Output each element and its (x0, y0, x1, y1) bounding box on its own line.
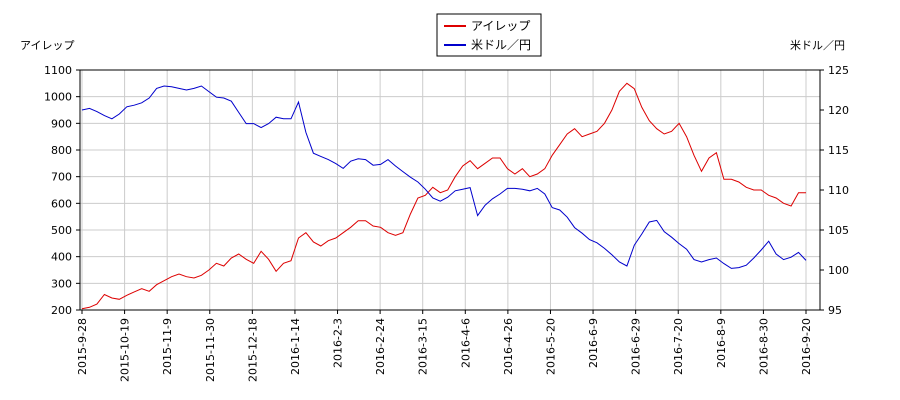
left-axis: 200 300 400 500 600 700 800 900 1000 1100 (44, 64, 80, 317)
x-tick-label: 2016-6-9 (587, 318, 600, 368)
x-tick-label: 2015-10-19 (119, 318, 132, 382)
x-tick-label: 2016-2-3 (332, 318, 345, 368)
right-axis-label: 米ドル／円 (790, 39, 845, 52)
left-tick-label: 800 (51, 144, 72, 157)
left-tick-label: 700 (51, 171, 72, 184)
plot-frame (79, 69, 821, 311)
right-tick-label: 120 (828, 104, 849, 117)
left-tick-label: 500 (51, 224, 72, 237)
x-axis: 2015-9-28 2015-10-19 2015-11-9 2015-11-30 20… (76, 310, 813, 382)
x-tick-label: 2015-11-9 (161, 318, 174, 375)
legend-box (436, 13, 542, 57)
right-tick-label: 115 (828, 144, 849, 157)
left-tick-label: 900 (51, 117, 72, 130)
x-tick-label: 2016-4-26 (502, 318, 515, 375)
right-tick-label: 110 (828, 184, 849, 197)
right-tick-label: 95 (828, 304, 842, 317)
legend-label-2: 米ドル／円 (471, 38, 531, 52)
x-tick-label: 2015-12-18 (246, 318, 259, 382)
x-tick-label: 2016-9-20 (800, 318, 813, 375)
x-tick-label: 2015-11-30 (204, 318, 217, 382)
x-tick-label: 2016-4-6 (459, 318, 472, 368)
right-axis: 95 100 105 110 115 120 125 (820, 64, 849, 317)
legend: アイレップ 米ドル／円 (436, 13, 542, 57)
left-tick-label: 200 (51, 304, 72, 317)
x-tick-label: 2016-3-15 (417, 318, 430, 375)
left-tick-label: 1000 (44, 91, 72, 104)
series-line-2 (81, 85, 807, 269)
grid (80, 69, 820, 311)
right-tick-label: 125 (828, 64, 849, 77)
x-tick-label: 2015-9-28 (76, 318, 89, 375)
left-tick-label: 600 (51, 197, 72, 210)
x-tick-label: 2016-8-30 (757, 318, 770, 375)
right-tick-label: 100 (828, 264, 849, 277)
left-tick-label: 400 (51, 251, 72, 264)
x-tick-label: 2016-2-24 (374, 318, 387, 375)
x-tick-label: 2016-5-20 (544, 318, 557, 375)
left-axis-label: アイレップ (20, 39, 74, 52)
x-tick-label: 2016-8-9 (715, 318, 728, 368)
x-tick-label: 2016-6-29 (630, 318, 643, 375)
series-layer (81, 82, 807, 310)
x-tick-label: 2016-1-14 (289, 318, 302, 375)
legend-label-1: アイレップ (471, 19, 530, 33)
left-tick-label: 300 (51, 277, 72, 290)
left-tick-label: 1100 (44, 64, 72, 77)
right-tick-label: 105 (828, 224, 849, 237)
x-tick-label: 2016-7-20 (672, 318, 685, 375)
series-line-1 (81, 82, 806, 310)
